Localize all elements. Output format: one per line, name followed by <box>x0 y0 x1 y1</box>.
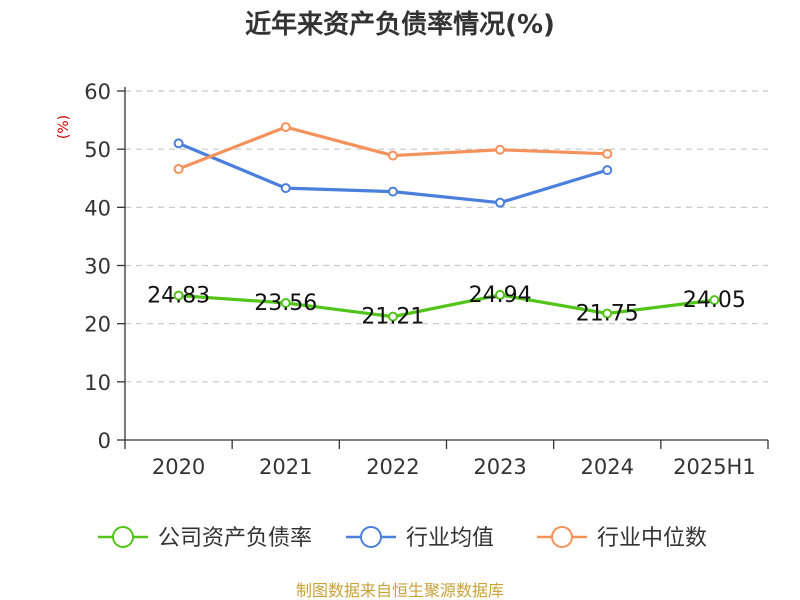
data-point-s0-2 <box>387 311 398 322</box>
y-tick-label-50: 50 <box>84 138 111 162</box>
data-point-s2-0 <box>173 163 184 174</box>
series-lines <box>173 122 720 322</box>
data-label-4: 21.75 <box>576 301 639 326</box>
x-tick-label-2023: 2023 <box>473 455 526 479</box>
grid-lines <box>125 90 768 383</box>
legend[interactable]: 公司资产负债率 行业均值 行业中位数 <box>98 526 707 551</box>
data-point-s1-4 <box>602 165 613 176</box>
legend-item-1[interactable]: 行业均值 <box>406 526 494 551</box>
data-point-s0-0 <box>173 290 184 301</box>
data-label-1: 23.56 <box>254 291 317 316</box>
data-label-2: 21.21 <box>361 305 424 330</box>
chart-title: 近年来资产负债率情况(%) <box>245 9 555 40</box>
legend-marker-1[interactable] <box>360 526 382 548</box>
data-label-0: 24.83 <box>147 284 210 309</box>
legend-item-2[interactable]: 行业中位数 <box>597 526 707 551</box>
y-tick-label-20: 20 <box>84 313 111 337</box>
y-tick-label-30: 30 <box>84 255 111 279</box>
data-point-s0-4 <box>602 308 613 319</box>
data-labels: 24.83 23.56 21.21 24.94 21.75 24.05 <box>147 283 746 330</box>
data-point-s2-1 <box>280 122 291 133</box>
data-point-s1-0 <box>173 138 184 149</box>
axes: 0 10 20 30 40 50 60 2020 2021 2022 2023 2024 2025H1 <box>84 80 769 479</box>
data-point-s2-3 <box>495 144 506 155</box>
legend-marker-2[interactable] <box>551 526 573 548</box>
data-point-s1-3 <box>495 197 506 208</box>
y-tick-label-0: 0 <box>98 429 111 453</box>
data-label-5: 24.05 <box>683 288 746 313</box>
legend-marker-0[interactable] <box>112 526 134 548</box>
x-tick-label-2024: 2024 <box>581 455 634 479</box>
y-tick-label-60: 60 <box>84 80 111 104</box>
y-tick-label-10: 10 <box>84 371 111 395</box>
x-tick-label-2021: 2021 <box>259 455 312 479</box>
x-tick-label-2020: 2020 <box>152 455 205 479</box>
y-tick-label-40: 40 <box>84 196 111 220</box>
data-point-s2-2 <box>387 150 398 161</box>
y-axis-unit: (%) <box>56 115 72 139</box>
data-point-s1-1 <box>280 183 291 194</box>
series-line-2 <box>178 125 608 171</box>
data-point-s1-2 <box>387 186 398 197</box>
data-point-s0-3 <box>495 289 506 300</box>
x-tick-label-2025H1: 2025H1 <box>673 455 756 479</box>
legend-item-0[interactable]: 公司资产负债率 <box>158 526 312 551</box>
data-label-3: 24.94 <box>469 283 532 308</box>
data-point-s0-5 <box>709 295 720 306</box>
series-line-0 <box>178 293 715 319</box>
data-point-s2-4 <box>602 148 613 159</box>
data-point-s0-1 <box>280 297 291 308</box>
source-note: 制图数据来自恒生聚源数据库 <box>296 581 504 600</box>
x-tick-label-2022: 2022 <box>366 455 419 479</box>
